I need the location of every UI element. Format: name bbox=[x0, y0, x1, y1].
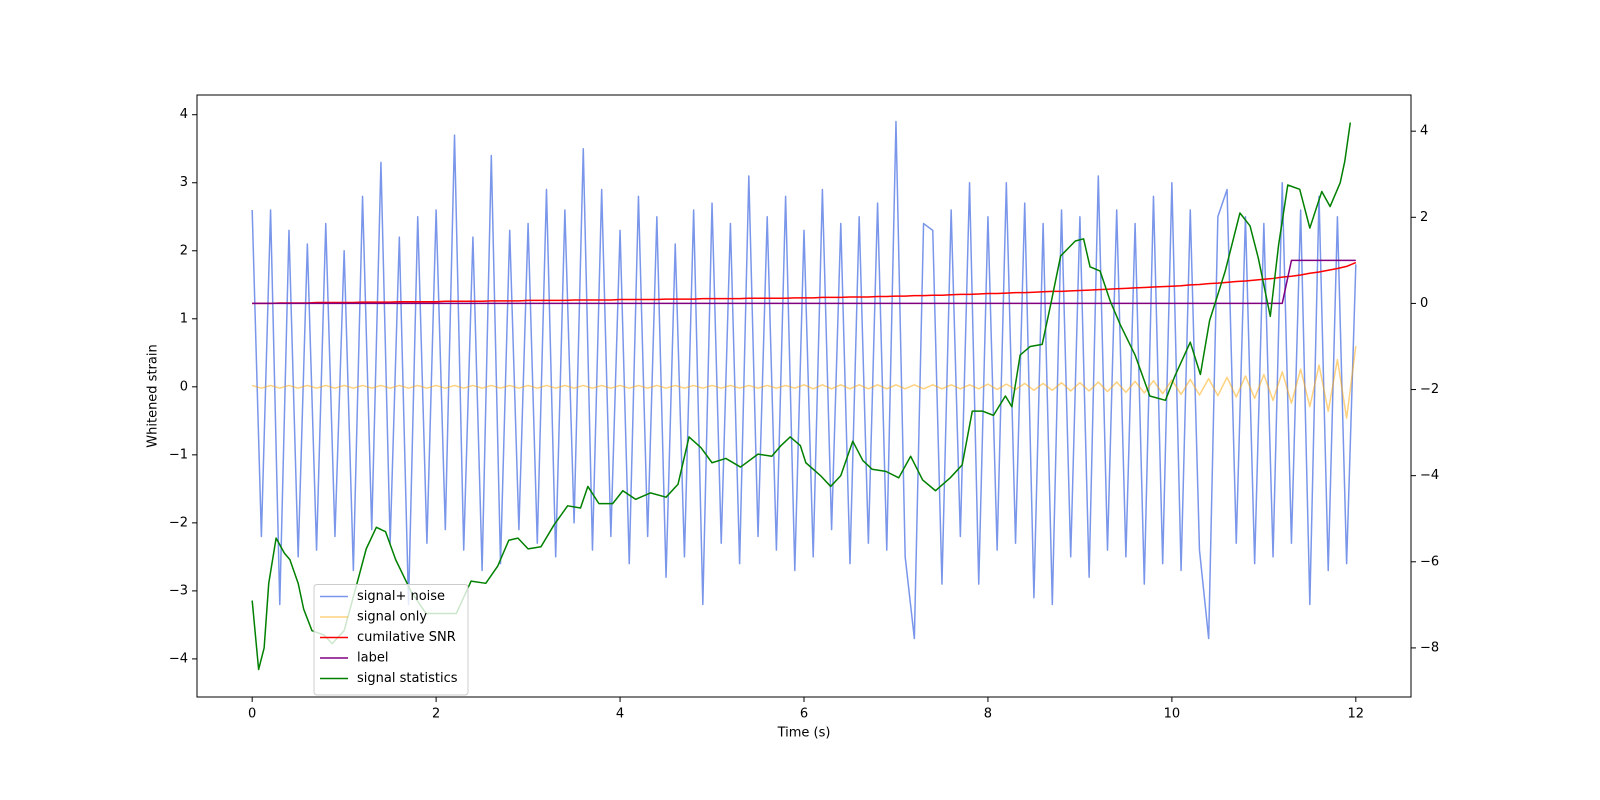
y-tick-label: 4 bbox=[180, 107, 188, 122]
x-tick-label: 4 bbox=[616, 707, 624, 722]
series-line bbox=[251, 120, 1357, 640]
y-tick-label: 1 bbox=[180, 311, 188, 326]
legend-box bbox=[313, 584, 469, 696]
x-tick-label: 0 bbox=[248, 707, 256, 722]
y2-tick-label: 4 bbox=[1420, 124, 1428, 139]
series-line bbox=[252, 259, 1356, 305]
legend-label: cumilative SNR bbox=[357, 630, 456, 645]
legend: signal+ noise signal only cumilative SNR la… bbox=[313, 584, 469, 696]
y-tick-label: −1 bbox=[169, 447, 188, 462]
series-line bbox=[252, 261, 1357, 305]
x-tick-label: 8 bbox=[984, 707, 992, 722]
y-tick-label: 0 bbox=[180, 379, 188, 394]
y-tick-label: −2 bbox=[169, 515, 188, 530]
y-tick-label: 2 bbox=[180, 243, 188, 258]
y2-tick-label: 0 bbox=[1420, 296, 1428, 311]
legend-label: signal statistics bbox=[357, 671, 458, 686]
series-line bbox=[251, 122, 1352, 671]
y-tick-label: −3 bbox=[169, 583, 188, 598]
y-tick-label: 3 bbox=[180, 175, 188, 190]
y2-tick-label: −4 bbox=[1420, 468, 1439, 483]
legend-label: label bbox=[357, 651, 388, 666]
y2-tick-label: −2 bbox=[1420, 382, 1439, 397]
x-tick-label: 6 bbox=[800, 707, 808, 722]
x-tick-label: 12 bbox=[1348, 707, 1365, 722]
x-tick-label: 10 bbox=[1164, 707, 1181, 722]
x-tick-label: 2 bbox=[432, 707, 440, 722]
y2-tick-label: −6 bbox=[1420, 554, 1439, 569]
plot-area bbox=[251, 120, 1357, 671]
x-axis-label: Time (s) bbox=[777, 726, 831, 741]
legend-label: signal only bbox=[357, 610, 427, 625]
y-tick-label: −4 bbox=[169, 651, 188, 666]
y2-tick-label: −8 bbox=[1420, 640, 1439, 655]
y2-tick-label: 2 bbox=[1420, 210, 1428, 225]
legend-label: signal+ noise bbox=[357, 589, 445, 604]
series-line bbox=[251, 345, 1357, 419]
y-axis-label: Whitened strain bbox=[146, 344, 161, 447]
